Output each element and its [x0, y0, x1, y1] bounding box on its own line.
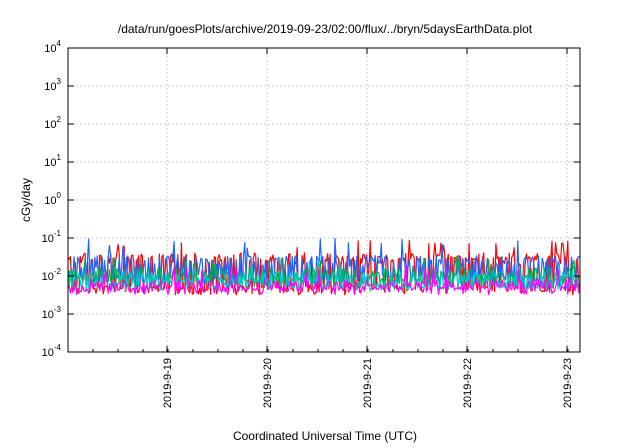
x-tick-label: 2019-9-20	[262, 358, 274, 408]
x-axis: 2019-9-19 2019-9-20 2019-9-21 2019-9-22 2019…	[67, 48, 574, 408]
y-tick-label: 10-1	[42, 229, 62, 245]
x-tick-label: 2019-9-19	[162, 358, 174, 408]
grid	[68, 48, 580, 352]
y-tick-label: 103	[44, 77, 61, 93]
y-tick-label: 104	[44, 39, 61, 55]
y-tick-label: 100	[44, 191, 61, 207]
y-axis: 10-4 10-3 10-2 10-1 100 101 102 103 104	[42, 39, 580, 359]
y-tick-label: 10-3	[42, 305, 62, 321]
series-line	[67, 262, 581, 296]
x-tick-label: 2019-9-23	[562, 358, 574, 408]
x-axis-label: Coordinated Universal Time (UTC)	[233, 429, 417, 443]
chart-title: /data/run/goesPlots/archive/2019-09-23/0…	[118, 22, 533, 36]
series-group	[67, 237, 581, 296]
y-tick-label: 10-4	[42, 343, 62, 359]
y-axis-label: cGy/day	[19, 178, 33, 222]
y-tick-label: 102	[44, 115, 61, 131]
x-tick-label: 2019-9-21	[362, 358, 374, 408]
y-tick-label: 101	[44, 153, 61, 169]
y-tick-label: 10-2	[42, 267, 62, 283]
x-tick-label: 2019-9-22	[462, 358, 474, 408]
